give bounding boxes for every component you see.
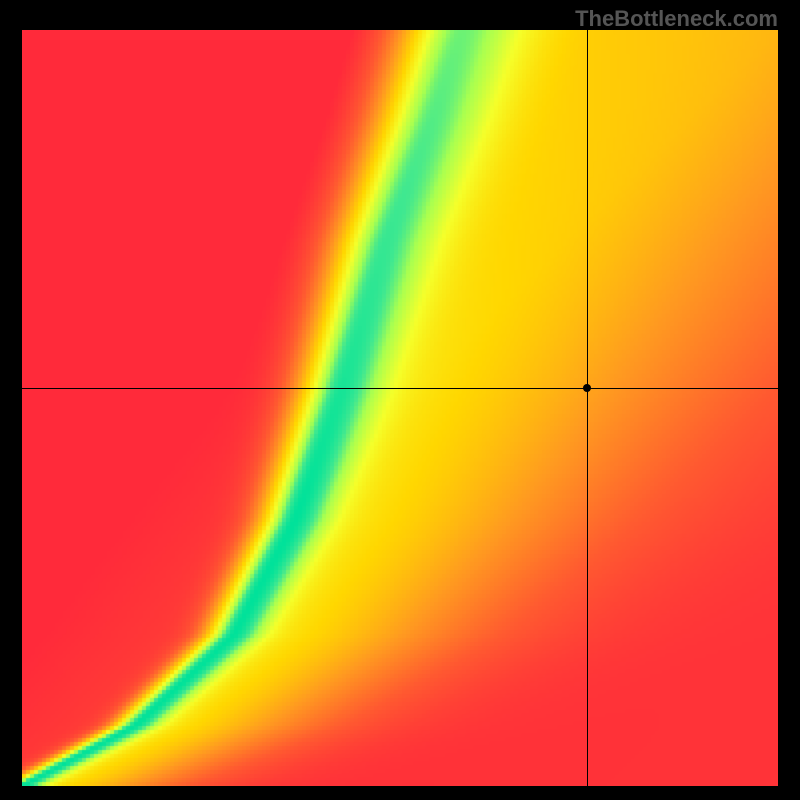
chart-container: TheBottleneck.com: [0, 0, 800, 800]
crosshair-horizontal: [22, 388, 778, 389]
crosshair-vertical: [587, 30, 588, 786]
watermark-text: TheBottleneck.com: [575, 6, 778, 32]
plot-area: [22, 30, 778, 786]
crosshair-marker: [583, 384, 591, 392]
heatmap-canvas: [22, 30, 778, 786]
